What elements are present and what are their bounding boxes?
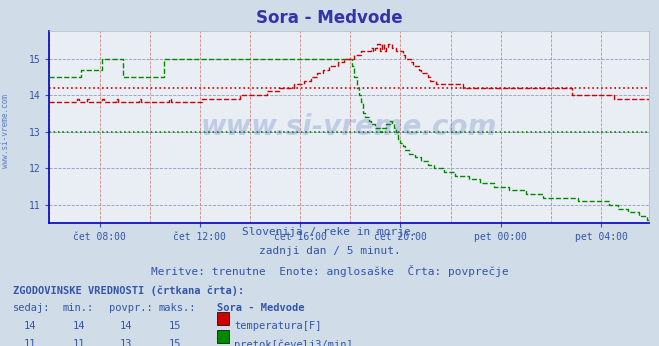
Text: min.:: min.:	[63, 303, 94, 313]
Text: temperatura[F]: temperatura[F]	[234, 321, 322, 331]
Text: 14: 14	[73, 321, 86, 331]
Text: www.si-vreme.com: www.si-vreme.com	[1, 94, 10, 169]
Text: 11: 11	[24, 339, 36, 346]
Text: sedaj:: sedaj:	[13, 303, 51, 313]
Text: www.si-vreme.com: www.si-vreme.com	[201, 113, 498, 141]
Text: maks.:: maks.:	[158, 303, 196, 313]
Text: 14: 14	[24, 321, 36, 331]
Text: 11: 11	[73, 339, 86, 346]
Text: Slovenija / reke in morje.: Slovenija / reke in morje.	[242, 227, 417, 237]
Text: 15: 15	[169, 339, 181, 346]
Text: zadnji dan / 5 minut.: zadnji dan / 5 minut.	[258, 246, 401, 256]
Text: Sora - Medvode: Sora - Medvode	[256, 9, 403, 27]
Text: 14: 14	[119, 321, 132, 331]
Text: Meritve: trenutne  Enote: anglosaške  Črta: povprečje: Meritve: trenutne Enote: anglosaške Črta…	[151, 265, 508, 277]
Text: pretok[čevelj3/min]: pretok[čevelj3/min]	[234, 339, 353, 346]
Text: ZGODOVINSKE VREDNOSTI (črtkana črta):: ZGODOVINSKE VREDNOSTI (črtkana črta):	[13, 285, 244, 296]
Text: Sora - Medvode: Sora - Medvode	[217, 303, 305, 313]
Text: povpr.:: povpr.:	[109, 303, 152, 313]
Text: 15: 15	[169, 321, 181, 331]
Text: 13: 13	[119, 339, 132, 346]
